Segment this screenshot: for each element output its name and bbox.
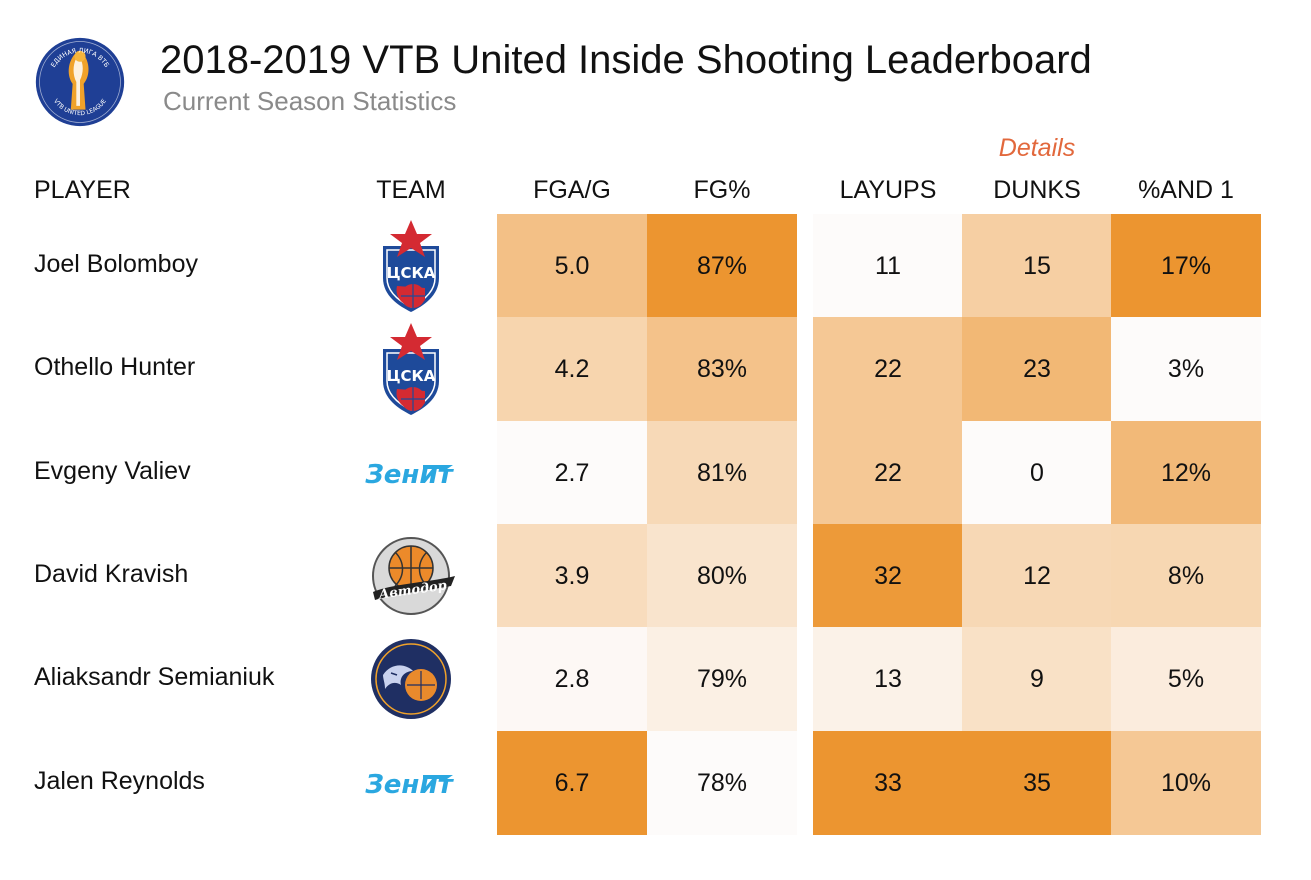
cska-logo-icon: ЦСКА — [361, 319, 461, 419]
heat-cell-and1: 3% — [1111, 317, 1261, 421]
player-name: Aliaksandr Semianiuk — [34, 663, 275, 692]
vtb-league-logo-icon: ЕДИНАЯ ЛИГА ВТБ VTB UNITED LEAGUE — [35, 37, 125, 127]
column-header-team: TEAM — [376, 176, 446, 204]
heat-cell-layups: 11 — [813, 214, 963, 318]
heat-cell-fgp: 81% — [647, 421, 797, 525]
heat-cell-and1: 12% — [1111, 421, 1261, 525]
svg-text:ЦСКА: ЦСКА — [387, 367, 436, 385]
details-group-label: Details — [998, 134, 1076, 162]
heat-cell-fgp: 79% — [647, 627, 797, 731]
column-header-layups: LAYUPS — [839, 176, 937, 204]
heat-cell-fga: 3.9 — [497, 524, 647, 628]
heat-cell-fga: 2.7 — [497, 421, 647, 525]
zenit-logo-icon: Зенит — [361, 423, 461, 523]
heat-cell-and1: 10% — [1111, 731, 1261, 835]
heat-cell-layups: 22 — [813, 317, 963, 421]
player-name: Othello Hunter — [34, 353, 196, 382]
svg-text:Зенит: Зенит — [364, 770, 454, 800]
cska-logo-icon: ЦСКА — [361, 216, 461, 316]
heat-cell-fga: 2.8 — [497, 627, 647, 731]
heat-cell-layups: 33 — [813, 731, 963, 835]
heat-cell-dunks: 9 — [962, 627, 1112, 731]
heat-cell-layups: 22 — [813, 421, 963, 525]
player-name: Jalen Reynolds — [34, 766, 205, 795]
heat-cell-layups: 32 — [813, 524, 963, 628]
heat-cell-fgp: 78% — [647, 731, 797, 835]
heat-cell-and1: 8% — [1111, 524, 1261, 628]
heat-cell-dunks: 23 — [962, 317, 1112, 421]
heat-cell-dunks: 12 — [962, 524, 1112, 628]
zenit-logo-icon: Зенит — [361, 733, 461, 833]
heat-cell-fga: 4.2 — [497, 317, 647, 421]
player-name: David Kravish — [34, 559, 189, 588]
heat-cell-dunks: 0 — [962, 421, 1112, 525]
heat-cell-layups: 13 — [813, 627, 963, 731]
page-subtitle: Current Season Statistics — [163, 86, 457, 116]
svg-text:Зенит: Зенит — [364, 460, 454, 490]
page-title: 2018-2019 VTB United Inside Shooting Lea… — [160, 38, 1092, 82]
heat-cell-fgp: 83% — [647, 317, 797, 421]
player-name: Evgeny Valiev — [34, 456, 191, 485]
column-header-player: PLAYER — [34, 176, 131, 204]
avtodor-logo-icon: Автодор — [361, 526, 461, 626]
heat-cell-fgp: 87% — [647, 214, 797, 318]
heat-cell-and1: 5% — [1111, 627, 1261, 731]
heat-cell-dunks: 35 — [962, 731, 1112, 835]
player-name: Joel Bolomboy — [34, 250, 198, 278]
heat-cell-and1: 17% — [1111, 214, 1261, 318]
column-header-fgp: FG% — [693, 176, 751, 204]
heat-cell-fga: 6.7 — [497, 731, 647, 835]
column-header-and1: %AND 1 — [1138, 176, 1234, 204]
heat-cell-dunks: 15 — [962, 214, 1112, 318]
heat-cell-fgp: 80% — [647, 524, 797, 628]
tsmoki-minsk-logo-icon — [361, 629, 461, 729]
heat-cell-fga: 5.0 — [497, 214, 647, 318]
column-header-fga: FGA/G — [533, 176, 611, 204]
svg-text:ЦСКА: ЦСКА — [387, 264, 436, 282]
column-header-dunks: DUNKS — [993, 176, 1081, 204]
